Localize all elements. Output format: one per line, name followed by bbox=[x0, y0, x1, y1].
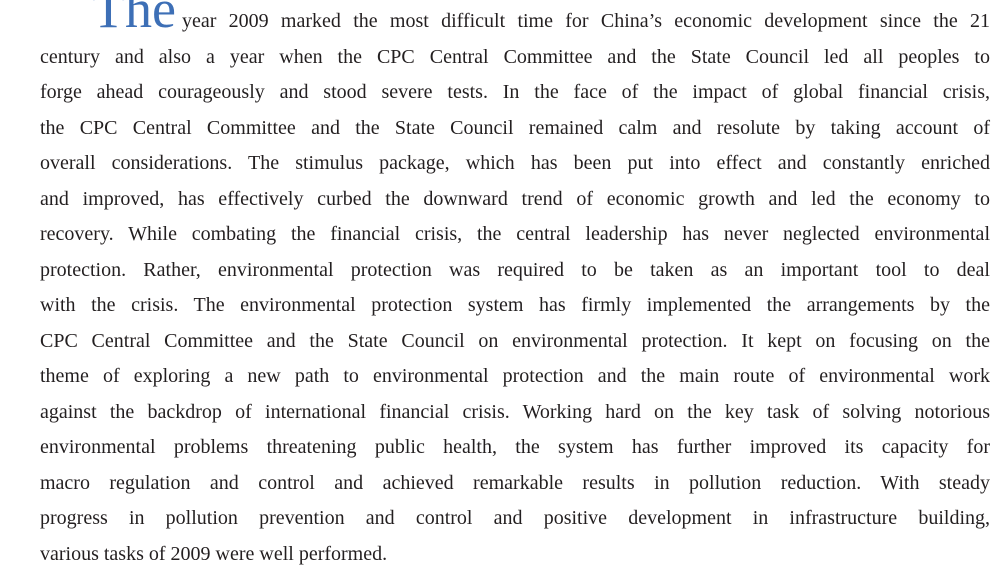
lead-word: The bbox=[92, 0, 176, 39]
text-line: protection. Rather, environmental protec… bbox=[40, 253, 990, 289]
paragraph: The year 2009 marked the most difficult t… bbox=[40, 0, 990, 572]
text-line: macro regulation and control and achieve… bbox=[40, 466, 990, 502]
text-line: environmental problems threatening publi… bbox=[40, 430, 990, 466]
text-line: recovery. While combating the financial … bbox=[40, 217, 990, 253]
text-line: various tasks of 2009 were well performe… bbox=[40, 537, 990, 572]
line-text: year 2009 marked the most difficult time… bbox=[181, 10, 990, 32]
line-text: environmental problems threatening publi… bbox=[40, 436, 990, 458]
line-text: CPC Central Committee and the State Coun… bbox=[40, 329, 990, 352]
line-text: overall considerations. The stimulus pac… bbox=[40, 152, 990, 174]
text-line: century and also a year when the CPC Cen… bbox=[40, 40, 990, 76]
text-line: theme of exploring a new path to environ… bbox=[40, 359, 990, 395]
text-line: The year 2009 marked the most difficult t… bbox=[40, 0, 990, 40]
line-text: forge ahead courageously and stood sever… bbox=[40, 81, 990, 103]
line-text: protection. Rather, environmental protec… bbox=[40, 258, 990, 281]
text-line: the CPC Central Committee and the State … bbox=[40, 111, 990, 147]
line-text: recovery. While combating the financial … bbox=[40, 223, 990, 245]
text-line: forge ahead courageously and stood sever… bbox=[40, 75, 990, 111]
line-text: progress in pollution prevention and con… bbox=[40, 507, 990, 529]
line-text: with the crisis. The environmental prote… bbox=[40, 294, 990, 316]
text-line: overall considerations. The stimulus pac… bbox=[40, 146, 990, 182]
line-text: the CPC Central Committee and the State … bbox=[40, 116, 990, 139]
text-line: and improved, has effectively curbed the… bbox=[40, 182, 990, 218]
line-text: against the backdrop of international fi… bbox=[40, 400, 990, 423]
text-line: against the backdrop of international fi… bbox=[40, 395, 990, 431]
line-text: various tasks of 2009 were well performe… bbox=[40, 542, 388, 565]
line-text: and improved, has effectively curbed the… bbox=[40, 187, 990, 210]
line-text: macro regulation and control and achieve… bbox=[40, 471, 990, 494]
text-line: CPC Central Committee and the State Coun… bbox=[40, 324, 990, 360]
line-text: theme of exploring a new path to environ… bbox=[40, 365, 990, 387]
text-line: with the crisis. The environmental prote… bbox=[40, 288, 990, 324]
line-text: century and also a year when the CPC Cen… bbox=[40, 45, 990, 68]
text-line: progress in pollution prevention and con… bbox=[40, 501, 990, 537]
